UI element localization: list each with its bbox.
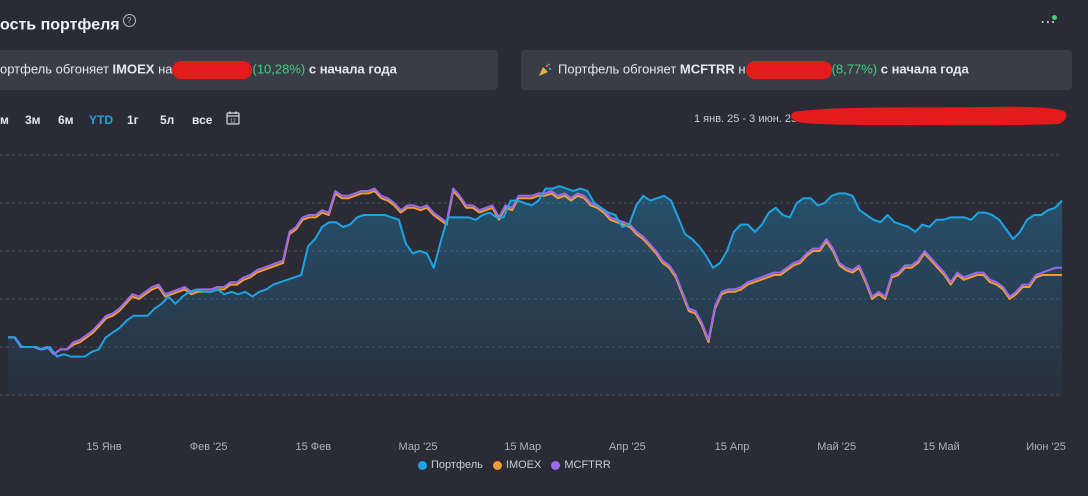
card-text-pre: ортфель обгоняет: [0, 61, 113, 77]
range-6m-button[interactable]: 6м: [58, 113, 74, 127]
calendar-icon[interactable]: 12: [226, 111, 240, 125]
card-text-mid: н: [734, 61, 746, 77]
x-tick-label: 15 Мар: [504, 441, 541, 453]
portfolio-area: [8, 186, 1062, 395]
card-text-post: с начала года: [305, 61, 397, 77]
range-5y-button[interactable]: 5л: [160, 113, 175, 127]
mcftrr-comparison-card: Портфель обгоняет MCFTRR н (8,77%) с нача…: [521, 50, 1072, 90]
x-tick-label: 15 Янв: [86, 441, 121, 453]
legend-swatch: [551, 460, 561, 470]
redaction-mark: [791, 106, 1067, 126]
range-ytd-button[interactable]: YTD: [89, 113, 113, 127]
page-title: ость портфеля?: [0, 14, 136, 34]
legend-swatch: [418, 460, 427, 470]
imoex-comparison-card: ортфель обгоняет IMOEX на (10,28%) с нача…: [0, 50, 498, 90]
more-menu-button[interactable]: ⋯: [1040, 12, 1058, 32]
series-line-portfolio: [8, 185, 1063, 358]
legend-label: MCFTRR: [564, 459, 611, 471]
legend-item-imoex[interactable]: IMOEX: [492, 459, 542, 471]
x-tick-label: Май '25: [817, 441, 856, 453]
party-popper-icon: [539, 63, 551, 76]
legend-item-portfolio[interactable]: Портфель: [418, 459, 483, 471]
card-percent: (8,77%): [831, 61, 878, 77]
x-tick-label: 15 Апр: [715, 441, 750, 453]
legend-swatch: [492, 460, 502, 470]
redaction-mark: [172, 61, 253, 79]
x-tick-label: Апр '25: [609, 441, 646, 453]
x-tick-label: Июн '25: [1026, 441, 1066, 453]
redaction-mark: [745, 61, 832, 79]
card-text-post: с начала года: [877, 61, 969, 77]
date-range-label: 1 янв. 25 - 3 июн. 25: [694, 113, 798, 125]
series-line-mcftrr: [8, 187, 1062, 356]
card-text-pre: Портфель обгоняет: [558, 61, 680, 77]
legend-label: IMOEX: [505, 459, 542, 471]
x-tick-label: Мар '25: [399, 441, 438, 453]
legend-label: Портфель: [431, 459, 483, 471]
svg-text:12: 12: [230, 119, 236, 125]
range-1y-button[interactable]: 1г: [127, 113, 139, 127]
range-all-button[interactable]: все: [192, 113, 213, 127]
range-1m-button[interactable]: м: [0, 113, 9, 127]
chart-legend: Портфель IMOEX MCFTRR: [418, 459, 611, 471]
card-text-mid: на: [154, 61, 173, 77]
performance-chart: 15 Янв Фев '25 15 Фев Мар '25 15 Мар Апр '25 1…: [0, 154, 1066, 453]
legend-item-mcftrr[interactable]: MCFTRR: [551, 459, 611, 471]
range-3m-button[interactable]: 3м: [25, 113, 41, 127]
x-tick-label: Фев '25: [190, 441, 228, 453]
card-index: IMOEX: [112, 61, 155, 77]
x-tick-label: 15 Фев: [296, 441, 332, 453]
card-index: MCFTRR: [679, 61, 735, 77]
help-icon[interactable]: ?: [122, 14, 136, 27]
x-tick-label: 15 Май: [923, 441, 960, 453]
status-dot: [1052, 15, 1057, 20]
card-percent: (10,28%): [252, 61, 306, 77]
